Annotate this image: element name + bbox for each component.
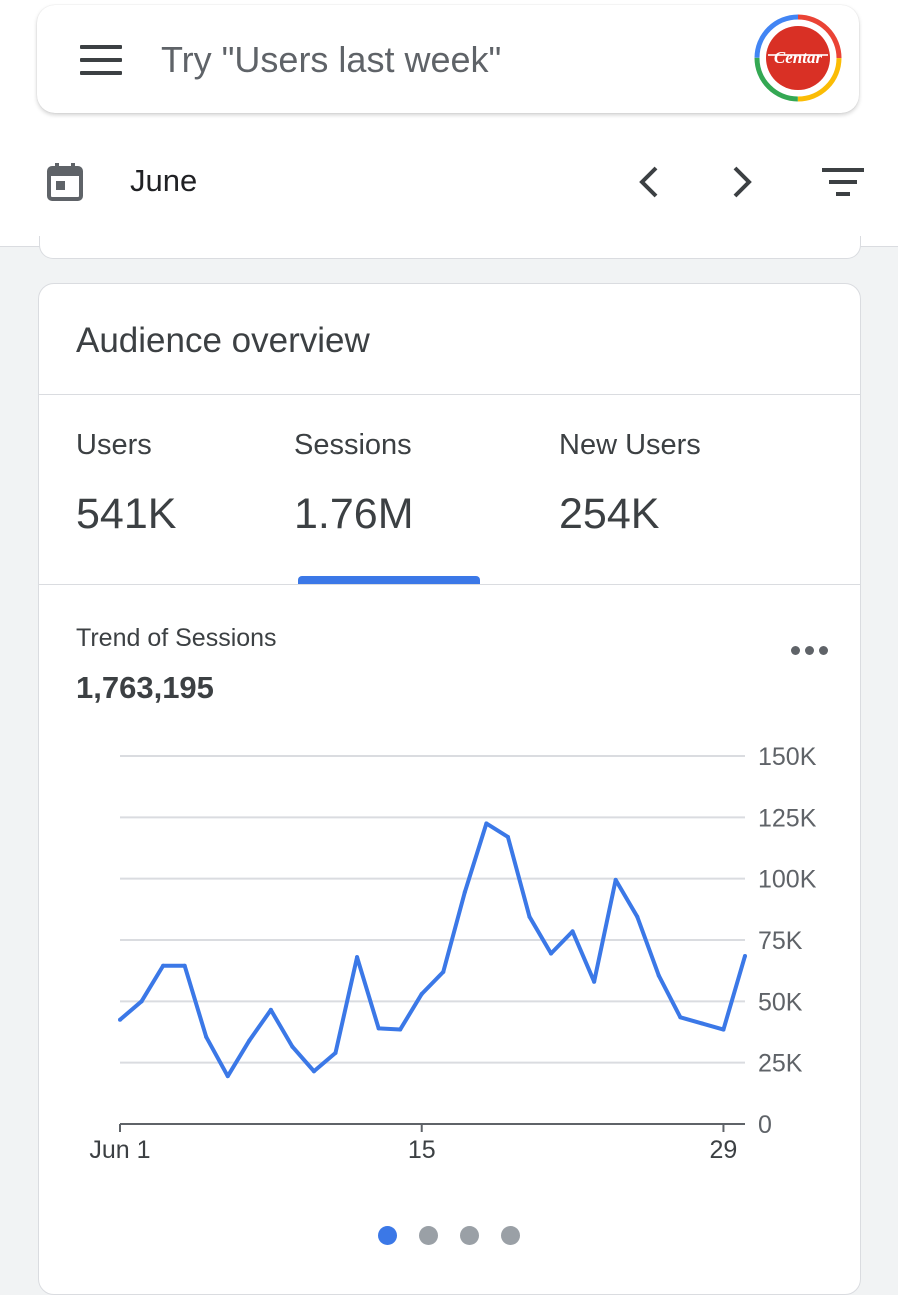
pager-dots xyxy=(0,1226,898,1246)
pager-dot[interactable] xyxy=(501,1226,520,1245)
metric-value: 254K xyxy=(559,490,660,538)
filter-icon[interactable] xyxy=(820,166,864,200)
search-input[interactable] xyxy=(161,35,721,85)
search-bar: Centar xyxy=(37,5,859,113)
metric-label: Sessions xyxy=(294,429,412,461)
avatar-label: Centar xyxy=(773,48,823,67)
pager-dot[interactable] xyxy=(460,1226,479,1245)
metric-tab-new-users[interactable]: New Users 254K xyxy=(559,429,701,539)
account-avatar[interactable]: Centar xyxy=(754,14,842,102)
audience-overview-card: Audience overview Users 541K Sessions 1.… xyxy=(38,283,861,1295)
app-header: Centar June xyxy=(0,0,898,247)
chevron-left-icon[interactable] xyxy=(630,162,670,202)
trend-label: Trend of Sessions xyxy=(76,624,277,652)
selected-tab-indicator xyxy=(298,576,480,585)
date-range-label[interactable]: June xyxy=(130,163,198,198)
avatar-image xyxy=(754,14,842,102)
trend-total: 1,763,195 xyxy=(76,670,214,705)
metric-label: New Users xyxy=(559,429,701,461)
metric-label: Users xyxy=(76,429,152,461)
pager-dot[interactable] xyxy=(378,1226,397,1245)
metric-tab-users[interactable]: Users 541K xyxy=(76,429,176,539)
pager-dot[interactable] xyxy=(419,1226,438,1245)
previous-card-edge xyxy=(39,236,861,259)
more-options-icon[interactable] xyxy=(789,642,831,658)
chevron-right-icon[interactable] xyxy=(721,162,761,202)
divider xyxy=(39,394,860,395)
card-title: Audience overview xyxy=(76,321,370,360)
metric-value: 1.76M xyxy=(294,490,414,538)
metric-value: 541K xyxy=(76,490,177,538)
divider xyxy=(39,584,860,585)
menu-icon[interactable] xyxy=(80,45,124,75)
calendar-icon[interactable] xyxy=(47,163,83,201)
metric-tab-sessions[interactable]: Sessions 1.76M xyxy=(294,429,414,539)
